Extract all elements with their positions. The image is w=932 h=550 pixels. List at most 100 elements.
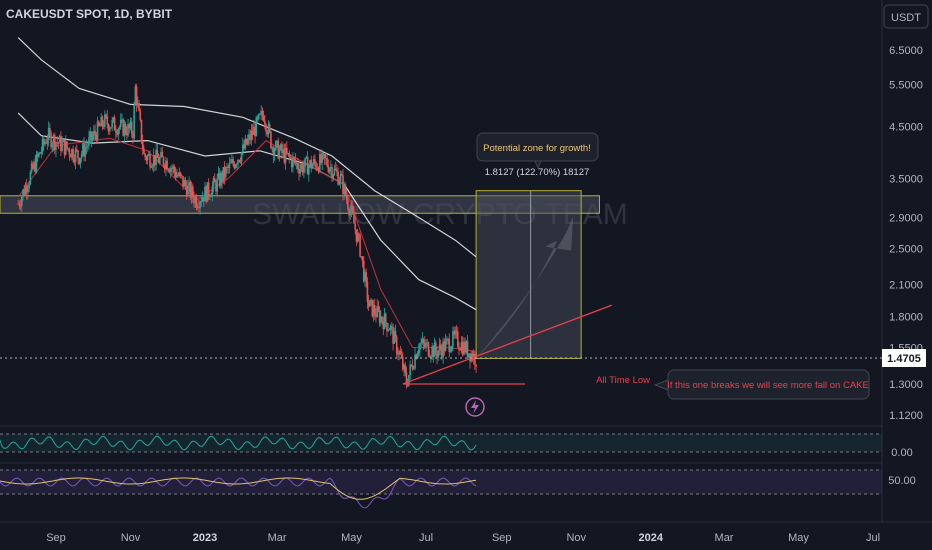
candle-body: [36, 154, 39, 157]
x-tick-label: Mar: [268, 532, 287, 544]
candle-body: [254, 126, 256, 137]
candle-body: [19, 205, 22, 207]
candle-body: [143, 149, 145, 154]
candle-body: [447, 338, 449, 340]
candle-body: [224, 167, 227, 178]
candle-body: [29, 172, 32, 185]
candle-body: [276, 140, 278, 142]
candle-body: [331, 166, 333, 178]
candle-body: [213, 178, 216, 183]
candle-body: [83, 143, 85, 157]
candle-body: [132, 133, 134, 139]
candle-body: [441, 349, 443, 358]
candle-body: [94, 130, 96, 135]
candle-body: [289, 157, 292, 159]
candle-body: [73, 159, 76, 163]
candle-body: [190, 186, 193, 198]
candle-body: [307, 165, 310, 175]
candle-body: [388, 329, 391, 331]
candle-body: [34, 161, 37, 173]
candle-body: [182, 176, 184, 187]
candle-body: [178, 172, 181, 177]
chart-title: CAKEUSDT SPOT, 1D, BYBIT: [6, 7, 173, 21]
candle-body: [121, 119, 123, 121]
candle-body: [194, 197, 197, 204]
candle-body: [31, 163, 34, 169]
candle-body: [57, 142, 60, 144]
candle-body: [50, 132, 52, 148]
candle-body: [452, 331, 454, 347]
candle-body: [68, 149, 71, 155]
candle-body: [129, 121, 132, 129]
candle-body: [156, 149, 159, 158]
candle-body: [248, 134, 250, 140]
candle-body: [210, 196, 212, 197]
candle-body: [309, 160, 311, 166]
resistance-zone[interactable]: [0, 195, 600, 214]
candle-body: [183, 179, 186, 187]
candle-body: [339, 174, 342, 182]
y-tick-label: 1.1200: [889, 410, 923, 422]
candle-body: [107, 124, 110, 132]
candle-body: [212, 178, 215, 187]
candle-body: [400, 354, 403, 358]
support-trendline[interactable]: [402, 304, 612, 385]
candle-body: [271, 147, 273, 149]
candle-body: [193, 197, 195, 204]
candle-body: [284, 147, 287, 163]
candle-body: [260, 111, 262, 115]
candle-body: [251, 130, 254, 135]
candle-body: [338, 181, 341, 185]
candle-body: [79, 157, 82, 164]
candle-body: [287, 152, 289, 154]
candle-body: [110, 127, 112, 129]
candle-body: [305, 156, 308, 158]
candle-body: [359, 234, 361, 257]
candle-body: [90, 131, 93, 140]
lightning-icon[interactable]: [465, 397, 485, 417]
candle-body: [155, 149, 157, 165]
y-tick-label: 2.9000: [889, 212, 923, 224]
candle-body: [332, 174, 335, 178]
candle-body: [161, 151, 164, 157]
candle-body: [60, 136, 62, 151]
candle-body: [149, 154, 151, 167]
projection-box[interactable]: [475, 190, 582, 359]
candle-body: [135, 86, 138, 105]
x-tick-label: Mar: [715, 532, 734, 544]
candle-body: [72, 149, 74, 160]
candle-body: [381, 316, 383, 322]
candle-body: [354, 223, 357, 230]
candle-body: [456, 331, 459, 347]
candle-body: [267, 124, 270, 135]
candle-body: [78, 157, 81, 164]
candle-body: [111, 119, 113, 128]
candle-body: [49, 127, 51, 133]
candle-body: [231, 159, 233, 163]
candle-body: [292, 157, 294, 168]
candle-body: [28, 184, 30, 189]
candle-body: [318, 154, 321, 173]
currency-button[interactable]: USDT: [883, 4, 929, 29]
candle-body: [413, 368, 415, 370]
candle-body: [33, 161, 35, 169]
candle-body: [30, 163, 33, 173]
candle-body: [102, 125, 105, 127]
candle-body: [298, 168, 300, 174]
candle-body: [172, 166, 175, 169]
candle-body: [414, 354, 416, 369]
candle-body: [17, 203, 19, 205]
candle-body: [467, 353, 470, 357]
projection-label: 1.8127 (122.70%) 18127: [485, 167, 590, 178]
candle-body: [391, 326, 393, 328]
candle-body: [21, 196, 23, 207]
svg-text:Potential zone for growth!: Potential zone for growth!: [483, 143, 591, 154]
candle-body: [47, 127, 50, 141]
candle-body: [154, 155, 156, 165]
candle-body: [345, 195, 348, 200]
candle-body: [184, 179, 187, 186]
candle-body: [189, 182, 192, 198]
candle-body: [355, 229, 358, 242]
